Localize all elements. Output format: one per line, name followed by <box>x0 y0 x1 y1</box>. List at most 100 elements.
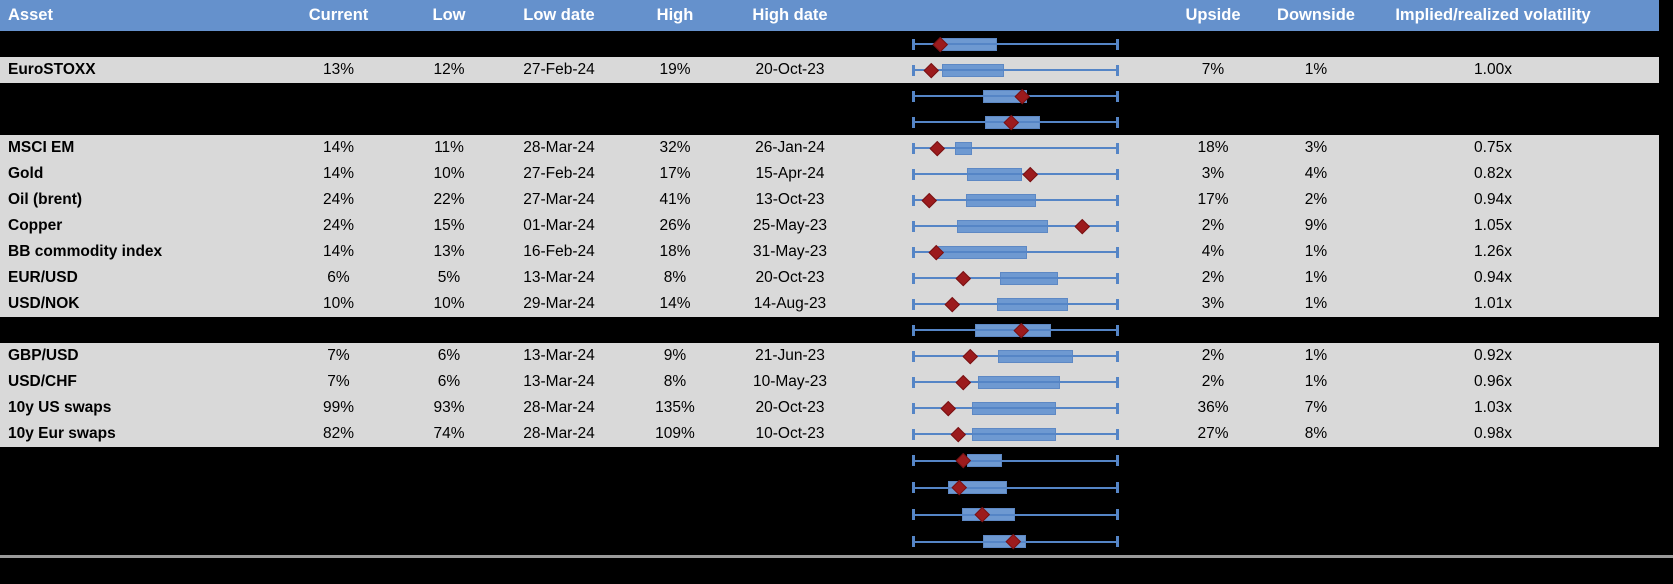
asset-cell[interactable]: USD/CHF <box>8 373 77 390</box>
low-cell[interactable]: 6% <box>437 347 461 364</box>
asset-cell[interactable]: 10y US swaps <box>8 399 112 416</box>
downside-cell[interactable] <box>1276 474 1356 501</box>
low-date-cell[interactable] <box>508 447 610 474</box>
high-date-cell[interactable]: 21-Jun-23 <box>755 347 825 364</box>
high-cell[interactable]: 26% <box>659 217 691 234</box>
low-cell[interactable]: 15% <box>433 217 465 234</box>
implied-realized-cell[interactable] <box>1356 528 1630 555</box>
downside-cell[interactable]: 2% <box>1304 191 1328 208</box>
low-cell[interactable] <box>390 447 508 474</box>
current-cell[interactable] <box>287 109 390 135</box>
implied-realized-cell[interactable]: 1.05x <box>1474 217 1512 234</box>
low-date-cell[interactable]: 13-Mar-24 <box>523 269 595 286</box>
low-date-cell[interactable]: 01-Mar-24 <box>523 217 595 234</box>
low-date-cell[interactable]: 27-Feb-24 <box>523 61 595 78</box>
current-cell[interactable] <box>287 83 390 109</box>
downside-cell[interactable]: 1% <box>1304 243 1328 260</box>
asset-cell[interactable]: MSCI EM <box>8 139 75 156</box>
low-date-cell[interactable]: 28-Mar-24 <box>523 425 595 442</box>
downside-cell[interactable]: 1% <box>1304 61 1328 78</box>
high-cell[interactable] <box>610 31 740 57</box>
asset-cell[interactable]: BB commodity index <box>8 243 163 260</box>
high-date-cell[interactable]: 20-Oct-23 <box>755 61 825 78</box>
implied-realized-cell[interactable]: 0.94x <box>1474 191 1512 208</box>
downside-cell[interactable] <box>1276 317 1356 343</box>
asset-cell[interactable] <box>0 528 287 555</box>
upside-cell[interactable]: 27% <box>1197 425 1229 442</box>
downside-cell[interactable] <box>1276 447 1356 474</box>
implied-realized-cell[interactable]: 0.98x <box>1474 425 1512 442</box>
current-cell[interactable]: 24% <box>322 191 355 208</box>
low-cell[interactable]: 12% <box>433 61 465 78</box>
implied-realized-cell[interactable]: 0.75x <box>1474 139 1512 156</box>
high-cell[interactable]: 8% <box>663 269 687 286</box>
asset-cell[interactable] <box>0 474 287 501</box>
downside-cell[interactable] <box>1276 109 1356 135</box>
low-date-cell[interactable] <box>508 474 610 501</box>
header-downside[interactable]: Downside <box>1277 6 1355 24</box>
high-date-cell[interactable]: 31-May-23 <box>752 243 828 260</box>
upside-cell[interactable]: 7% <box>1201 61 1225 78</box>
high-cell[interactable]: 135% <box>655 399 695 416</box>
downside-cell[interactable] <box>1276 31 1356 57</box>
implied-realized-cell[interactable] <box>1356 317 1630 343</box>
high-cell[interactable] <box>610 83 740 109</box>
downside-cell[interactable]: 1% <box>1304 295 1328 312</box>
current-cell[interactable]: 14% <box>322 243 355 260</box>
high-cell[interactable] <box>610 528 740 555</box>
high-date-cell[interactable]: 20-Oct-23 <box>755 269 825 286</box>
low-cell[interactable] <box>390 83 508 109</box>
low-date-cell[interactable] <box>508 317 610 343</box>
high-cell[interactable] <box>610 447 740 474</box>
implied-realized-cell[interactable]: 0.94x <box>1474 269 1512 286</box>
high-cell[interactable]: 41% <box>659 191 691 208</box>
downside-cell[interactable] <box>1276 528 1356 555</box>
high-date-cell[interactable]: 25-May-23 <box>752 217 828 234</box>
header-upside[interactable]: Upside <box>1185 6 1241 24</box>
low-date-cell[interactable]: 29-Mar-24 <box>523 295 595 312</box>
downside-cell[interactable]: 7% <box>1304 399 1328 416</box>
upside-cell[interactable] <box>1150 528 1276 555</box>
implied-realized-cell[interactable] <box>1356 83 1630 109</box>
downside-cell[interactable]: 1% <box>1304 269 1328 286</box>
low-date-cell[interactable] <box>508 501 610 528</box>
current-cell[interactable] <box>287 474 390 501</box>
header-low[interactable]: Low <box>432 6 466 24</box>
current-cell[interactable] <box>287 317 390 343</box>
header-asset[interactable]: Asset <box>8 6 53 24</box>
high-date-cell[interactable] <box>740 474 840 501</box>
upside-cell[interactable]: 2% <box>1201 347 1225 364</box>
header-implied-realized-volatility[interactable]: Implied/realized volatility <box>1395 6 1591 24</box>
high-date-cell[interactable]: 14-Aug-23 <box>753 295 827 312</box>
high-cell[interactable]: 17% <box>659 165 691 182</box>
low-date-cell[interactable]: 13-Mar-24 <box>523 347 595 364</box>
implied-realized-cell[interactable]: 1.26x <box>1474 243 1512 260</box>
low-cell[interactable]: 10% <box>433 295 465 312</box>
current-cell[interactable]: 7% <box>327 347 350 364</box>
current-cell[interactable] <box>287 31 390 57</box>
high-cell[interactable] <box>610 501 740 528</box>
implied-realized-cell[interactable]: 1.03x <box>1474 399 1512 416</box>
asset-cell[interactable]: EuroSTOXX <box>8 61 96 78</box>
current-cell[interactable]: 13% <box>322 61 355 78</box>
downside-cell[interactable]: 9% <box>1304 217 1328 234</box>
header-high-date[interactable]: High date <box>752 6 828 24</box>
upside-cell[interactable] <box>1150 317 1276 343</box>
upside-cell[interactable]: 2% <box>1201 373 1225 390</box>
asset-cell[interactable] <box>0 31 287 57</box>
high-date-cell[interactable]: 10-Oct-23 <box>755 425 825 442</box>
current-cell[interactable]: 24% <box>322 217 355 234</box>
asset-cell[interactable]: USD/NOK <box>8 295 80 312</box>
high-date-cell[interactable] <box>740 31 840 57</box>
upside-cell[interactable] <box>1150 474 1276 501</box>
header-high[interactable]: High <box>656 6 694 24</box>
asset-cell[interactable] <box>0 447 287 474</box>
upside-cell[interactable] <box>1150 31 1276 57</box>
low-cell[interactable]: 5% <box>437 269 461 286</box>
low-cell[interactable]: 13% <box>433 243 465 260</box>
current-cell[interactable]: 10% <box>322 295 355 312</box>
low-date-cell[interactable] <box>508 528 610 555</box>
asset-cell[interactable]: Oil (brent) <box>8 191 83 208</box>
upside-cell[interactable] <box>1150 447 1276 474</box>
header-low-date[interactable]: Low date <box>523 6 595 24</box>
